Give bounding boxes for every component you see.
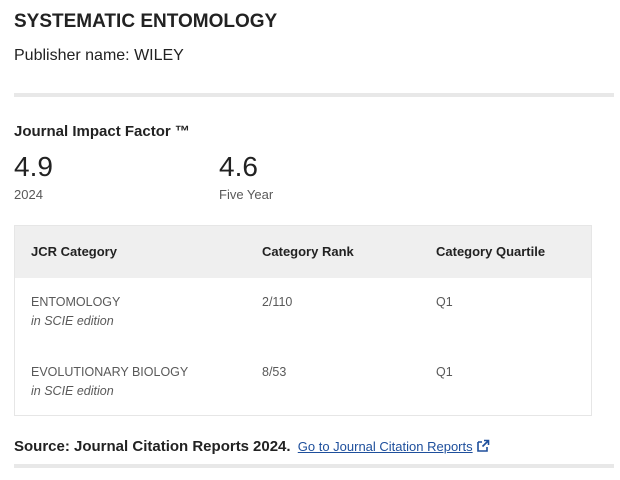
category-name-cell: ENTOMOLOGY in SCIE edition [31, 295, 120, 328]
five-year-metric: 4.6 Five Year [219, 151, 273, 202]
impact-factor-heading: Journal Impact Factor ™ [14, 123, 190, 140]
five-year-value: 4.6 [219, 151, 258, 182]
category-rank: 2/110 [262, 295, 293, 309]
table-row: ENTOMOLOGY in SCIE edition 2/110 Q1 [15, 278, 591, 348]
impact-factor-value: 4.9 [14, 151, 53, 182]
header-category-rank: Category Rank [262, 244, 354, 259]
source-line: Source: Journal Citation Reports 2024. Go… [14, 438, 490, 455]
source-text: Source: Journal Citation Reports [14, 438, 250, 455]
category-name: EVOLUTIONARY BIOLOGY [31, 365, 189, 379]
table-row: EVOLUTIONARY BIOLOGY in SCIE edition 8/5… [15, 348, 591, 418]
category-rank: 8/53 [262, 365, 287, 379]
external-link-icon [476, 439, 489, 452]
category-quartile: Q1 [436, 365, 453, 379]
category-table: JCR Category Category Rank Category Quar… [14, 225, 592, 416]
journal-title: SYSTEMATIC ENTOMOLOGY [14, 11, 278, 32]
impact-factor-year: 2024 [14, 187, 43, 202]
divider-bottom [14, 464, 614, 468]
category-table-header: JCR Category Category Rank Category Quar… [15, 226, 591, 278]
five-year-label: Five Year [219, 187, 274, 202]
header-jcr-category: JCR Category [31, 244, 117, 259]
category-edition: in SCIE edition [31, 314, 114, 328]
publisher-name: Publisher name: WILEY [14, 47, 184, 64]
category-name: ENTOMOLOGY [31, 295, 121, 309]
header-category-quartile: Category Quartile [436, 244, 546, 259]
source-year: 2024. [253, 438, 291, 455]
category-quartile: Q1 [436, 295, 453, 309]
jcr-link[interactable]: Go to Journal Citation Reports [298, 439, 490, 454]
divider-top [14, 93, 614, 97]
jcr-link-label: Go to Journal Citation Reports [297, 439, 473, 454]
impact-factor-metric: 4.9 2024 [14, 151, 53, 202]
category-edition: in SCIE edition [31, 384, 114, 398]
category-name-cell: EVOLUTIONARY BIOLOGY in SCIE edition [31, 365, 188, 398]
